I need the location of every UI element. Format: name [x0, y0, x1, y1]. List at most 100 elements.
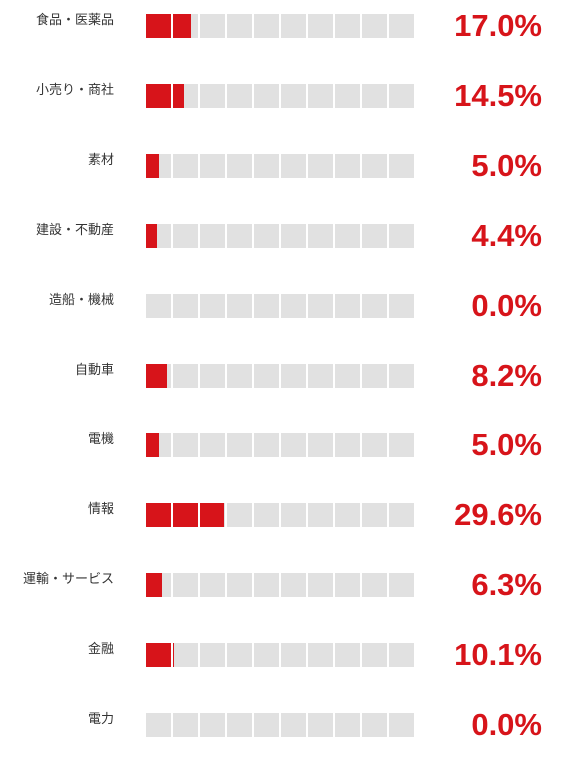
bar-cell [335, 573, 360, 597]
value-label: 6.3% [471, 567, 542, 602]
bar-cell [362, 154, 387, 178]
bar-cell [254, 573, 279, 597]
bar-cell [173, 154, 198, 178]
bar-cell [254, 84, 279, 108]
bar-track [146, 154, 414, 178]
bar-cell [146, 364, 171, 388]
bar-cell-fill [146, 84, 171, 108]
value-label: 14.5% [454, 78, 542, 113]
category-label: 情報 [87, 502, 114, 517]
category-label: 自動車 [74, 363, 114, 378]
bar-cell [281, 84, 306, 108]
chart-row: 運輸・サービス 6.3% [0, 568, 577, 612]
bar-cell [173, 433, 198, 457]
chart-row: 電機 5.0% [0, 428, 577, 472]
bar-cell [389, 294, 414, 318]
bar-cell [362, 643, 387, 667]
bar-cell-fill [173, 84, 185, 108]
bar-cell-fill [146, 433, 159, 457]
bar-cell [389, 224, 414, 248]
bar-cell [308, 154, 333, 178]
bar-cell [281, 573, 306, 597]
bar-cell [335, 84, 360, 108]
bar-cell [227, 294, 252, 318]
bar-cell [146, 433, 171, 457]
bar-track [146, 713, 414, 737]
bar-cell [146, 14, 171, 38]
value-label: 0.0% [471, 707, 542, 742]
bar-cell [254, 224, 279, 248]
bar-cell [308, 84, 333, 108]
chart-row: 電力 0.0% [0, 708, 577, 752]
bar-cell [335, 433, 360, 457]
bar-cell [200, 294, 225, 318]
bar-cell [308, 14, 333, 38]
bar-cell [281, 643, 306, 667]
bar-cell [227, 503, 252, 527]
bar-cell [335, 364, 360, 388]
bar-cell [173, 224, 198, 248]
bar-cell-fill [146, 224, 157, 248]
bar-cell [281, 294, 306, 318]
bar-cell [227, 364, 252, 388]
bar-cell [200, 433, 225, 457]
category-label: 運輸・サービス [22, 572, 114, 587]
bar-cell [200, 84, 225, 108]
bar-cell [254, 294, 279, 318]
bar-cell [200, 713, 225, 737]
bar-cell [389, 364, 414, 388]
bar-cell [335, 224, 360, 248]
bar-cell [227, 643, 252, 667]
bar-cell [389, 713, 414, 737]
chart-row: 建設・不動産 4.4% [0, 219, 577, 263]
bar-cell [200, 364, 225, 388]
bar-cell [254, 713, 279, 737]
bar-cell [308, 643, 333, 667]
bar-cell [146, 84, 171, 108]
bar-cell [227, 573, 252, 597]
bar-cell [227, 154, 252, 178]
bar-track [146, 503, 414, 527]
bar-cell [389, 14, 414, 38]
bar-cell [254, 503, 279, 527]
category-label: 電力 [87, 712, 114, 727]
bar-cell [146, 294, 171, 318]
bar-cell [173, 84, 198, 108]
bar-track [146, 364, 414, 388]
bar-cell [146, 154, 171, 178]
value-label: 10.1% [454, 637, 542, 672]
bar-cell [362, 503, 387, 527]
bar-cell [227, 433, 252, 457]
bar-cell [389, 84, 414, 108]
bar-cell [335, 154, 360, 178]
bar-cell [146, 224, 171, 248]
bar-cell [200, 643, 225, 667]
bar-cell [281, 503, 306, 527]
bar-cell [281, 713, 306, 737]
bar-track [146, 84, 414, 108]
category-label: 食品・医薬品 [35, 13, 114, 28]
bar-cell [281, 224, 306, 248]
bar-cell-fill [200, 503, 224, 527]
chart-row: 自動車 8.2% [0, 359, 577, 403]
bar-cell [200, 14, 225, 38]
bar-cell [362, 84, 387, 108]
chart-row: 素材 5.0% [0, 149, 577, 193]
bar-cell [173, 573, 198, 597]
bar-cell [335, 643, 360, 667]
bar-cell [308, 713, 333, 737]
bar-cell [146, 643, 171, 667]
bar-cell [200, 224, 225, 248]
bar-cell [335, 294, 360, 318]
bar-track [146, 643, 414, 667]
bar-cell [281, 154, 306, 178]
bar-cell [362, 713, 387, 737]
bar-cell [389, 643, 414, 667]
bar-cell [254, 643, 279, 667]
bar-cell [146, 503, 171, 527]
chart-row: 食品・医薬品 17.0% [0, 9, 577, 53]
value-label: 29.6% [454, 497, 542, 532]
bar-cell-fill [146, 573, 162, 597]
bar-cell [254, 433, 279, 457]
